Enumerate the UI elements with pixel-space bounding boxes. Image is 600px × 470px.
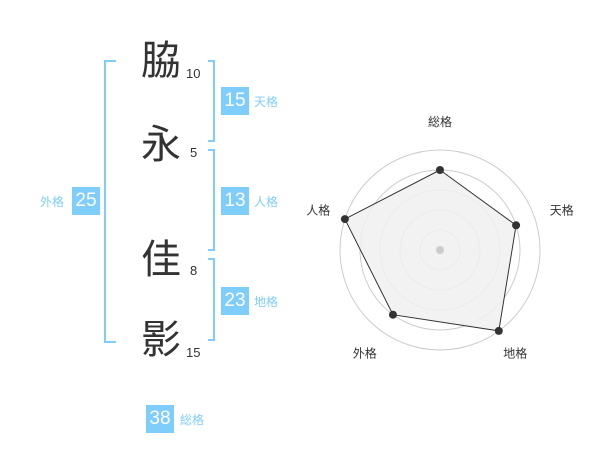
radar-axis-label: 天格: [550, 202, 574, 217]
stroke-count-4: 15: [186, 345, 201, 360]
radar-point: [340, 215, 349, 224]
name-char-1: 脇: [141, 38, 181, 84]
chikaku-label: 地格: [254, 295, 279, 309]
stroke-count-1: 10: [186, 66, 201, 81]
name-char-2: 永: [141, 122, 181, 168]
name-char-4: 影: [141, 317, 181, 363]
tenkaku-bracket: [208, 60, 215, 142]
radar-point: [512, 221, 521, 230]
radar-grid-ring: [339, 149, 541, 351]
radar-point: [388, 310, 397, 319]
radar-axis-label: 総格: [428, 114, 452, 129]
jinkaku-label: 人格: [254, 195, 279, 209]
radar-axis-label: 地格: [503, 346, 527, 361]
soukaku-value: 38: [146, 405, 174, 433]
tenkaku-value: 15: [221, 87, 249, 115]
radar-center-dot: [436, 246, 444, 254]
chikaku-value: 23: [221, 287, 249, 315]
radar-axis-label: 外格: [353, 346, 377, 361]
stroke-count-2: 5: [190, 145, 198, 160]
gaikaku-bracket: [104, 60, 116, 343]
radar-axis-label: 人格: [306, 202, 330, 217]
tenkaku-label: 天格: [254, 95, 279, 109]
stroke-count-3: 8: [190, 263, 198, 278]
jinkaku-value: 13: [221, 187, 249, 215]
radar-point: [436, 166, 444, 174]
chikaku-bracket: [208, 258, 215, 341]
soukaku-label: 総格: [180, 413, 205, 427]
name-char-3: 佳: [141, 237, 181, 283]
gaikaku-label: 外格: [40, 195, 65, 209]
gaikaku-value: 25: [72, 187, 100, 215]
jinkaku-bracket: [208, 149, 215, 251]
radar-area: [344, 169, 517, 332]
radar-point: [494, 326, 503, 335]
